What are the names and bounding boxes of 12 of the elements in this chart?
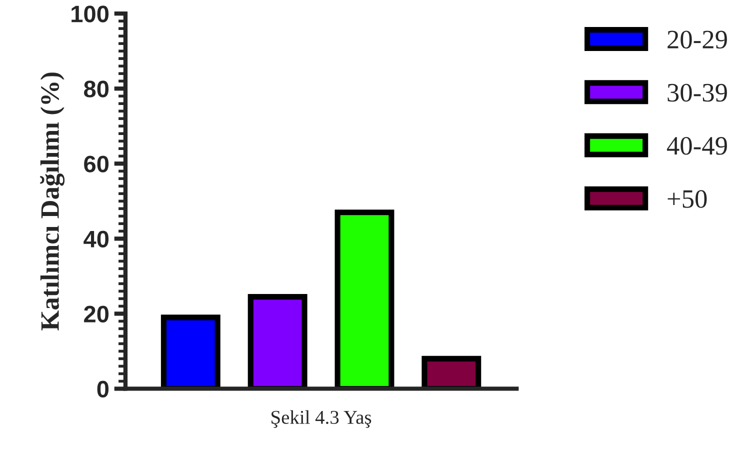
legend-label: 40-49 — [666, 136, 727, 155]
y-tick-label: 60 — [84, 156, 109, 172]
y-tick-label: 100 — [72, 6, 109, 22]
legend-label: 30-39 — [668, 84, 727, 102]
legend-label: +50 — [668, 190, 707, 208]
y-tick-label: 80 — [84, 80, 109, 98]
y-axis-title: Katılımcı Dağılımı (%) — [40, 72, 65, 330]
y-tick-label: 0 — [97, 380, 109, 398]
y-tick-label: 40 — [84, 230, 109, 248]
x-axis-title: Şekil 4.3 Yaş — [272, 410, 372, 428]
legend-label: 20-29 — [668, 30, 727, 49]
y-tick-label: 20 — [84, 306, 109, 322]
